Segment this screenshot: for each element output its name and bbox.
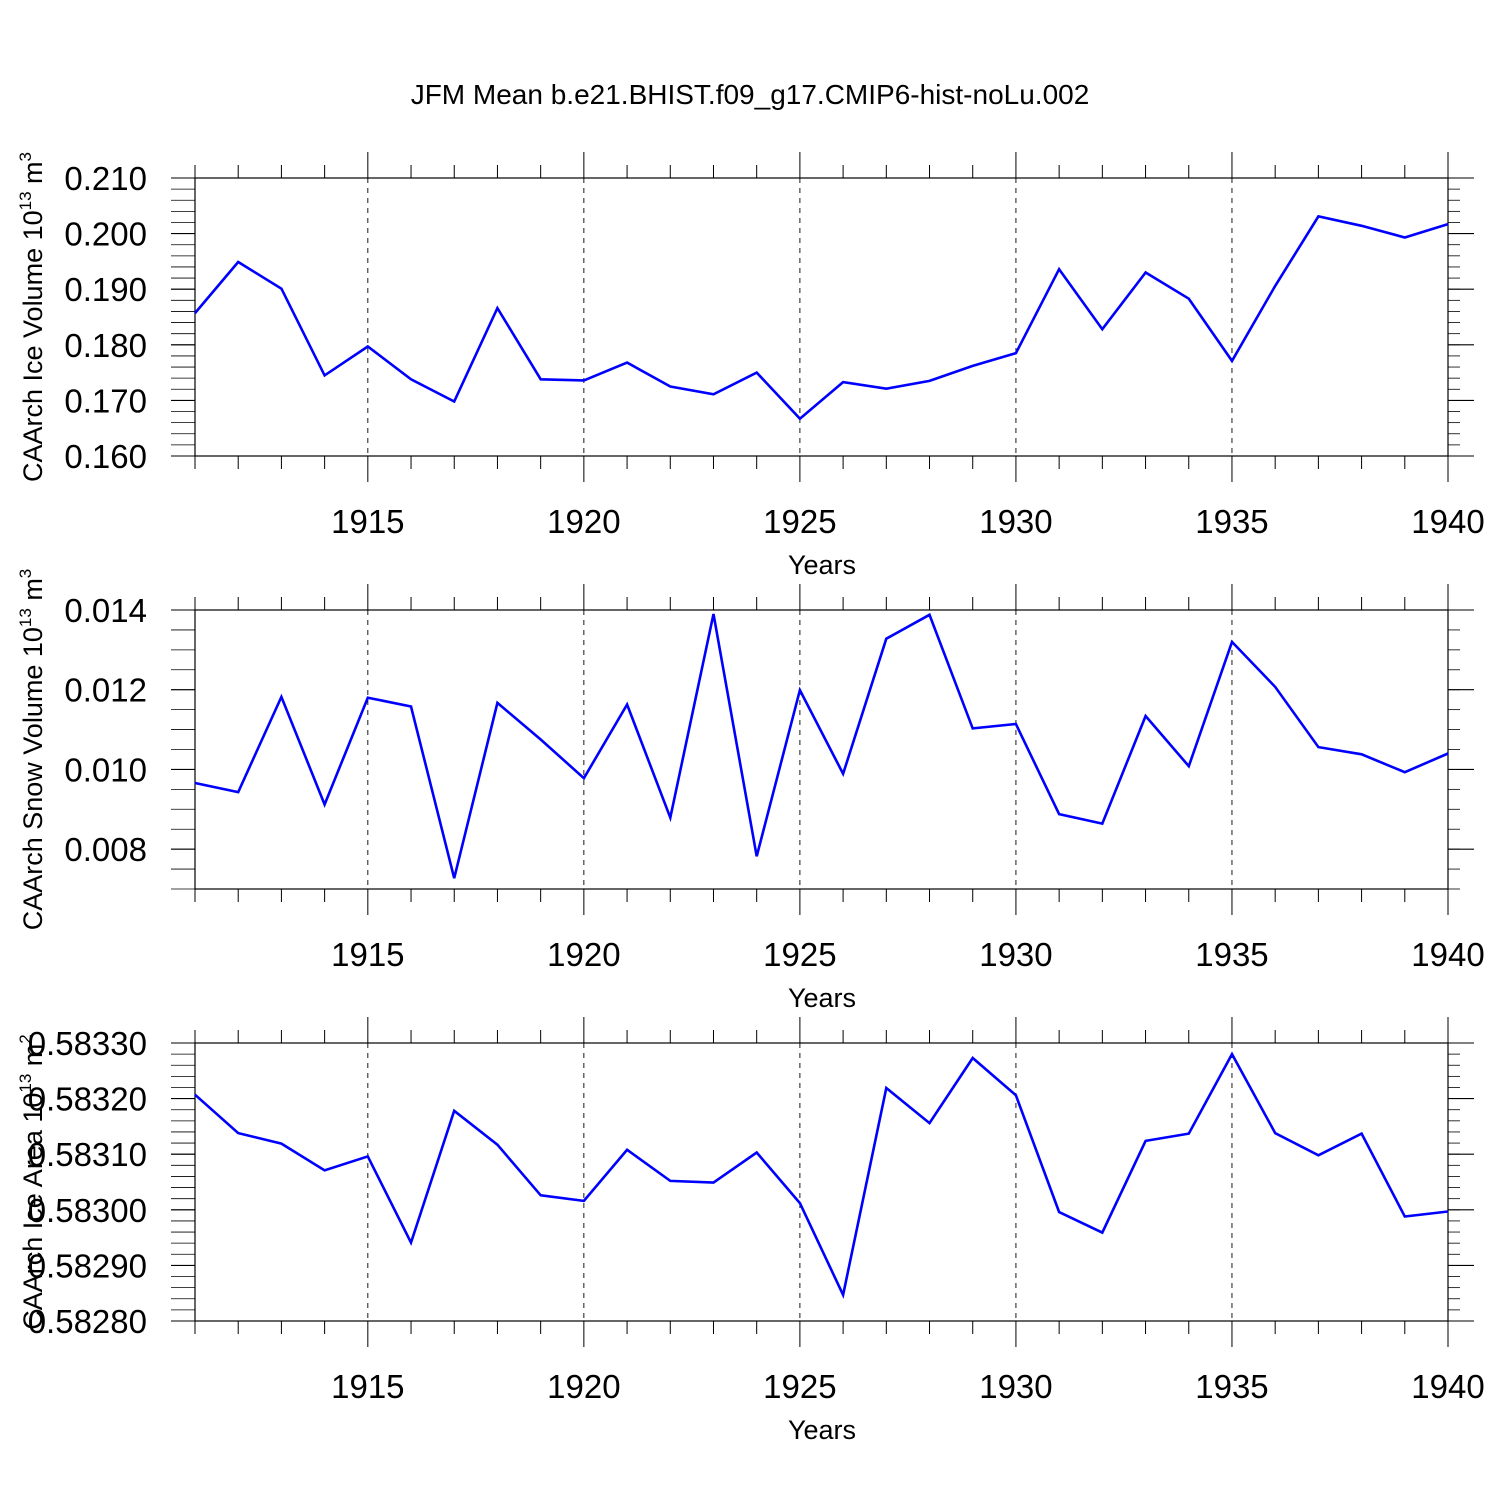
- series-line: [194, 1051, 1449, 1299]
- y-tick-label: 0.012: [64, 672, 147, 709]
- plot-frame: [194, 1042, 1449, 1322]
- x-tick-label: 1920: [547, 1368, 620, 1405]
- x-tick-label: 1935: [1195, 1368, 1268, 1405]
- snow-volume-panel: 1915 1920 1925 1930 1935 1940 Years 0.008 0.010 0…: [16, 569, 1485, 1013]
- x-axis-label: Years: [788, 550, 856, 580]
- ice-volume-panel: 1915 1920 1925 1930 1935 1940 Years 0.160 0.170 0…: [16, 152, 1485, 580]
- y-tick-label: 0.58280: [28, 1303, 147, 1340]
- x-tick-label: 1940: [1411, 1368, 1484, 1405]
- x-tick-label: 1930: [979, 936, 1052, 973]
- series-line: [194, 612, 1449, 879]
- y-tick-label: 0.008: [64, 831, 147, 868]
- x-tick-label: 1925: [763, 936, 836, 973]
- ice-area-panel: 1915 1920 1925 1930 1935 1940 Years 0.58280 0.58…: [16, 1017, 1485, 1445]
- y-tick-label: 0.200: [64, 216, 147, 253]
- x-tick-label: 1925: [763, 1368, 836, 1405]
- x-tick-label: 1915: [331, 936, 404, 973]
- x-tick-label: 1920: [547, 503, 620, 540]
- y-axis-label: CAArch Ice Area 1013 m2: [16, 1034, 48, 1330]
- y-tick-label: 0.190: [64, 271, 147, 308]
- x-tick-label: 1935: [1195, 503, 1268, 540]
- figure-title: JFM Mean b.e21.BHIST.f09_g17.CMIP6-hist-…: [411, 79, 1090, 110]
- y-tick-label: 0.170: [64, 382, 147, 419]
- x-tick-label: 1935: [1195, 936, 1268, 973]
- y-axis-label: CAArch Snow Volume 1013 m3: [16, 569, 48, 931]
- y-tick-label: 0.58320: [28, 1081, 147, 1118]
- x-tick-label: 1925: [763, 503, 836, 540]
- y-tick-label: 0.58310: [28, 1136, 147, 1173]
- x-axis-label: Years: [788, 983, 856, 1013]
- plot-frame: [194, 609, 1449, 890]
- y-tick-label: 0.014: [64, 592, 147, 629]
- y-tick-label: 0.180: [64, 327, 147, 364]
- y-tick-label: 0.160: [64, 438, 147, 475]
- y-tick-label: 0.210: [64, 160, 147, 197]
- y-tick-label: 0.010: [64, 751, 147, 788]
- x-tick-label: 1940: [1411, 936, 1484, 973]
- plot-frame: [194, 177, 1449, 457]
- x-tick-label: 1915: [331, 503, 404, 540]
- y-tick-label: 0.58330: [28, 1025, 147, 1062]
- x-tick-label: 1920: [547, 936, 620, 973]
- y-tick-label: 0.58290: [28, 1247, 147, 1284]
- x-axis-label: Years: [788, 1415, 856, 1445]
- y-axis-label: CAArch Ice Volume 1013 m3: [16, 152, 48, 482]
- x-tick-label: 1940: [1411, 503, 1484, 540]
- y-tick-label: 0.58300: [28, 1192, 147, 1229]
- x-tick-label: 1915: [331, 1368, 404, 1405]
- x-tick-label: 1930: [979, 1368, 1052, 1405]
- series-line: [194, 214, 1449, 421]
- x-tick-label: 1930: [979, 503, 1052, 540]
